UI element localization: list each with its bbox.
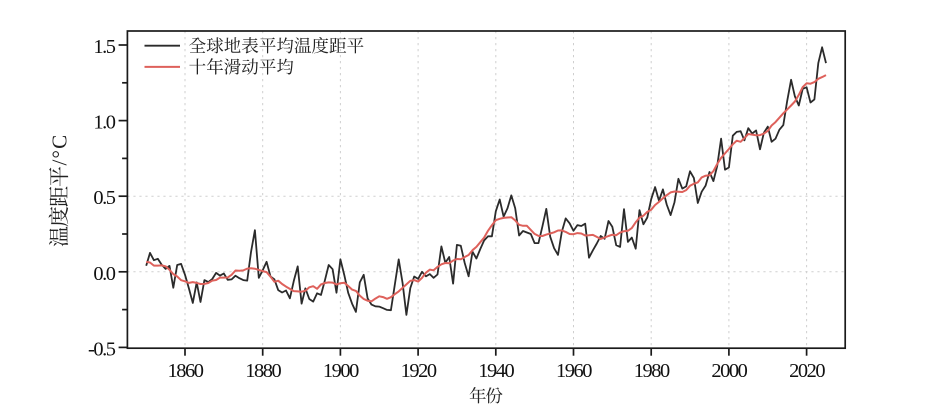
- svg-text:2020: 2020: [789, 360, 825, 382]
- svg-text:1900: 1900: [323, 360, 359, 382]
- svg-text:1960: 1960: [556, 360, 592, 382]
- svg-text:1980: 1980: [634, 360, 670, 382]
- svg-text:1860: 1860: [168, 360, 204, 382]
- svg-text:1.0: 1.0: [93, 112, 115, 134]
- svg-text:1920: 1920: [401, 360, 437, 382]
- svg-text:1.5: 1.5: [93, 36, 115, 58]
- svg-text:0.5: 0.5: [93, 187, 115, 209]
- svg-text:1880: 1880: [245, 360, 281, 382]
- svg-text:-0.5: -0.5: [88, 338, 116, 360]
- svg-text:/°C: /°C: [48, 134, 72, 166]
- svg-text:0.0: 0.0: [93, 263, 115, 285]
- svg-text:1940: 1940: [478, 360, 514, 382]
- svg-text:2000: 2000: [711, 360, 747, 382]
